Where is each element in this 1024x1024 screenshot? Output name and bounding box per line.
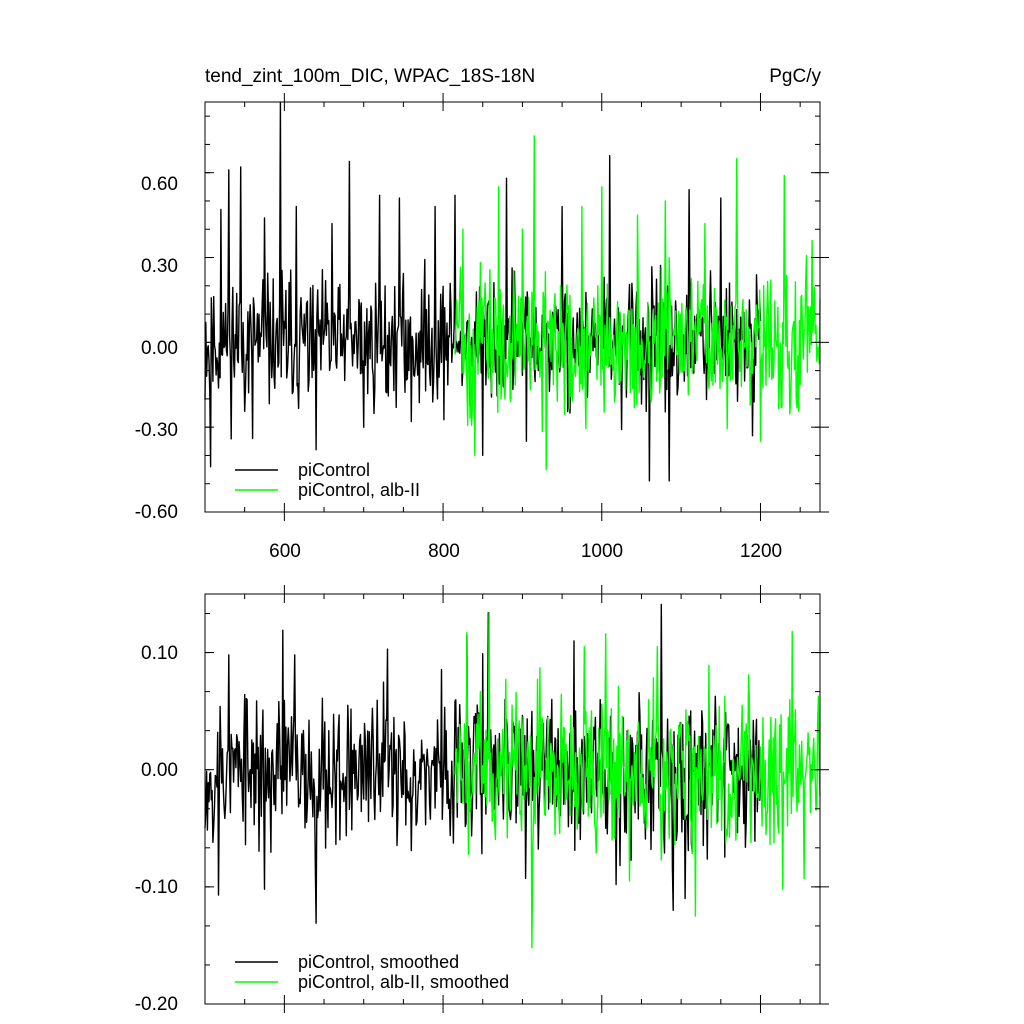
top-plot-frame <box>204 101 821 513</box>
top-ytick-label-0.60: 0.60 <box>141 174 178 195</box>
series-line-picontrol-alb-ii <box>454 135 821 471</box>
top-ytick-label-0.00: 0.00 <box>141 338 178 359</box>
top-ytick-label-neg0.30: -0.30 <box>135 420 178 441</box>
top-panel-units: PgC/y <box>769 66 821 87</box>
bottom-ytick-label-0.10: 0.10 <box>141 643 178 664</box>
top-ytick-label-neg0.60: -0.60 <box>135 502 178 523</box>
bottom-panel-ticks <box>204 585 829 1013</box>
top-panel-ticks <box>204 93 829 521</box>
bottom-ytick-label-neg0.10: -0.10 <box>135 877 178 898</box>
top-ytick-label-0.30: 0.30 <box>141 256 178 277</box>
bottom-plot-frame <box>204 593 821 1005</box>
top-xtick-label-1000: 1000 <box>581 541 623 562</box>
bottom-ytick-label-neg0.20: -0.20 <box>135 994 178 1015</box>
bottom-legend: piControl, smoothed piControl, alb-II, s… <box>235 952 509 992</box>
top-panel-title: tend_zint_100m_DIC, WPAC_18S-18N <box>205 66 535 87</box>
series-line-picontrol-alb-ii-smoothed <box>454 612 821 949</box>
top-panel: tend_zint_100m_DIC, WPAC_18S-18N PgC/y 0… <box>135 66 829 562</box>
top-series-picontrol-alb-ii <box>454 135 821 471</box>
top-xtick-label-1200: 1200 <box>740 541 782 562</box>
top-series-picontrol <box>204 101 762 482</box>
series-line-picontrol-smoothed <box>204 603 762 924</box>
bottom-legend-label-picontrol-smoothed: piControl, smoothed <box>298 952 459 972</box>
top-legend-label-picontrol-alb-ii: piControl, alb-II <box>298 480 420 500</box>
top-legend-label-picontrol: piControl <box>298 460 370 480</box>
bottom-series-picontrol-smoothed <box>204 603 762 924</box>
top-xtick-label-600: 600 <box>269 541 301 562</box>
bottom-ytick-label-0.00: 0.00 <box>141 760 178 781</box>
bottom-panel: 0.10 0.00 -0.10 -0.20 piControl, smoothe… <box>135 585 829 1015</box>
top-legend: piControl piControl, alb-II <box>235 460 420 500</box>
bottom-legend-label-picontrol-alb-ii-smoothed: piControl, alb-II, smoothed <box>298 972 509 992</box>
series-line-picontrol <box>204 101 762 482</box>
bottom-series-picontrol-alb-ii-smoothed <box>454 612 821 949</box>
top-xtick-label-800: 800 <box>428 541 460 562</box>
